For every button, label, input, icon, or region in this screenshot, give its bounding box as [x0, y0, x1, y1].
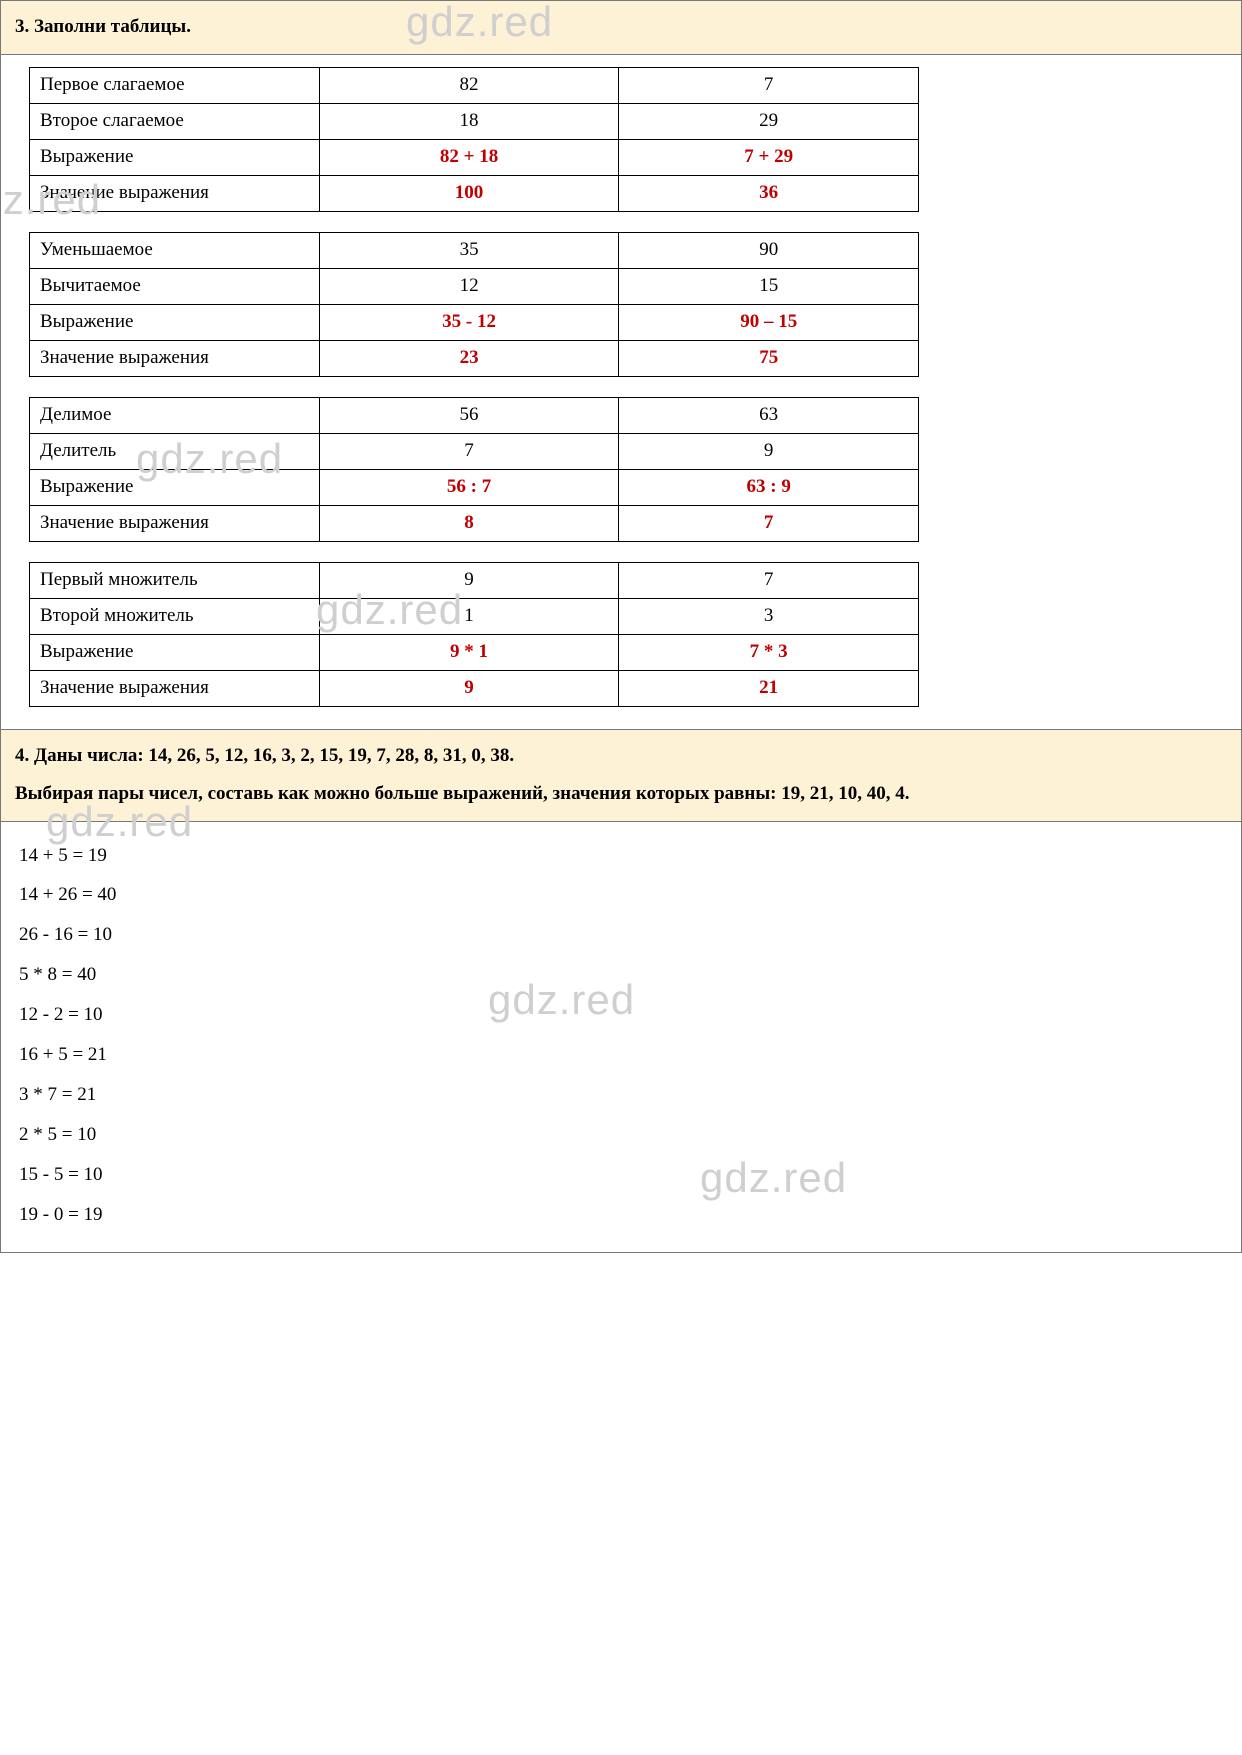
row-label: Выражение	[30, 304, 320, 340]
table-row: Вычитаемое 12 15	[30, 268, 919, 304]
row-label: Значение выражения	[30, 505, 320, 541]
cell-value: 82	[319, 67, 619, 103]
answer-line: 26 - 16 = 10	[19, 915, 1223, 955]
row-label: Выражение	[30, 634, 320, 670]
cell-answer: 90 – 15	[619, 304, 919, 340]
cell-answer: 35 - 12	[319, 304, 619, 340]
cell-value: 1	[319, 598, 619, 634]
section-3-title: 3. Заполни таблицы.	[15, 16, 191, 37]
section-4-line1: 4. Даны числа: 14, 26, 5, 12, 16, 3, 2, …	[15, 742, 1227, 771]
row-label: Значение выражения	[30, 670, 320, 706]
cell-answer: 63 : 9	[619, 469, 919, 505]
cell-answer: 7	[619, 505, 919, 541]
answer-line: 12 - 2 = 10	[19, 995, 1223, 1035]
cell-answer: 9 * 1	[319, 634, 619, 670]
cell-value: 15	[619, 268, 919, 304]
answer-line: 16 + 5 = 21	[19, 1035, 1223, 1075]
cell-value: 29	[619, 103, 919, 139]
cell-value: 9	[319, 562, 619, 598]
cell-value: 18	[319, 103, 619, 139]
cell-value: 7	[619, 562, 919, 598]
answer-line: 14 + 26 = 40	[19, 875, 1223, 915]
table-row: Выражение 82 + 18 7 + 29	[30, 139, 919, 175]
row-label: Уменьшаемое	[30, 232, 320, 268]
cell-answer: 9	[319, 670, 619, 706]
answer-line: 14 + 5 = 19	[19, 836, 1223, 876]
section-4-header: 4. Даны числа: 14, 26, 5, 12, 16, 3, 2, …	[1, 729, 1241, 822]
answer-line: 15 - 5 = 10	[19, 1155, 1223, 1195]
table-row: Второй множитель 1 3	[30, 598, 919, 634]
table-row: Значение выражения 23 75	[30, 340, 919, 376]
cell-answer: 21	[619, 670, 919, 706]
cell-answer: 36	[619, 175, 919, 211]
cell-answer: 100	[319, 175, 619, 211]
row-label: Выражение	[30, 139, 320, 175]
answer-line: 19 - 0 = 19	[19, 1195, 1223, 1235]
table-row: Значение выражения 9 21	[30, 670, 919, 706]
row-label: Первый множитель	[30, 562, 320, 598]
cell-value: 56	[319, 397, 619, 433]
cell-answer: 23	[319, 340, 619, 376]
table-row: Выражение 56 : 7 63 : 9	[30, 469, 919, 505]
cell-value: 9	[619, 433, 919, 469]
cell-value: 12	[319, 268, 619, 304]
table-division: Делимое 56 63 Делитель 7 9 Выражение 56 …	[29, 397, 919, 542]
row-label: Вычитаемое	[30, 268, 320, 304]
row-label: Второй множитель	[30, 598, 320, 634]
table-row: Уменьшаемое 35 90	[30, 232, 919, 268]
row-label: Второе слагаемое	[30, 103, 320, 139]
table-row: Первый множитель 9 7	[30, 562, 919, 598]
table-addition: Первое слагаемое 82 7 Второе слагаемое 1…	[29, 67, 919, 212]
cell-value: 90	[619, 232, 919, 268]
row-label: Делитель	[30, 433, 320, 469]
cell-value: 7	[619, 67, 919, 103]
table-subtraction: Уменьшаемое 35 90 Вычитаемое 12 15 Выраж…	[29, 232, 919, 377]
cell-answer: 75	[619, 340, 919, 376]
row-label: Значение выражения	[30, 175, 320, 211]
table-multiplication: Первый множитель 9 7 Второй множитель 1 …	[29, 562, 919, 707]
answer-line: 5 * 8 = 40	[19, 955, 1223, 995]
table-row: Значение выражения 8 7	[30, 505, 919, 541]
answer-line: 3 * 7 = 21	[19, 1075, 1223, 1115]
answers-list: 14 + 5 = 19 14 + 26 = 40 26 - 16 = 10 5 …	[1, 822, 1241, 1253]
cell-value: 63	[619, 397, 919, 433]
table-row: Делитель 7 9	[30, 433, 919, 469]
answer-line: 2 * 5 = 10	[19, 1115, 1223, 1155]
cell-value: 7	[319, 433, 619, 469]
page-container: 3. Заполни таблицы. Первое слагаемое 82 …	[0, 0, 1242, 1253]
cell-answer: 82 + 18	[319, 139, 619, 175]
section-4-line2: Выбирая пары чисел, составь как можно бо…	[15, 780, 1227, 809]
cell-value: 3	[619, 598, 919, 634]
cell-answer: 7 * 3	[619, 634, 919, 670]
tables-area: Первое слагаемое 82 7 Второе слагаемое 1…	[1, 55, 1241, 729]
section-3-header: 3. Заполни таблицы.	[1, 1, 1241, 55]
table-row: Делимое 56 63	[30, 397, 919, 433]
cell-answer: 7 + 29	[619, 139, 919, 175]
row-label: Первое слагаемое	[30, 67, 320, 103]
table-row: Второе слагаемое 18 29	[30, 103, 919, 139]
table-row: Выражение 35 - 12 90 – 15	[30, 304, 919, 340]
table-row: Значение выражения 100 36	[30, 175, 919, 211]
table-row: Выражение 9 * 1 7 * 3	[30, 634, 919, 670]
row-label: Значение выражения	[30, 340, 320, 376]
table-row: Первое слагаемое 82 7	[30, 67, 919, 103]
cell-answer: 56 : 7	[319, 469, 619, 505]
row-label: Делимое	[30, 397, 320, 433]
cell-value: 35	[319, 232, 619, 268]
row-label: Выражение	[30, 469, 320, 505]
cell-answer: 8	[319, 505, 619, 541]
